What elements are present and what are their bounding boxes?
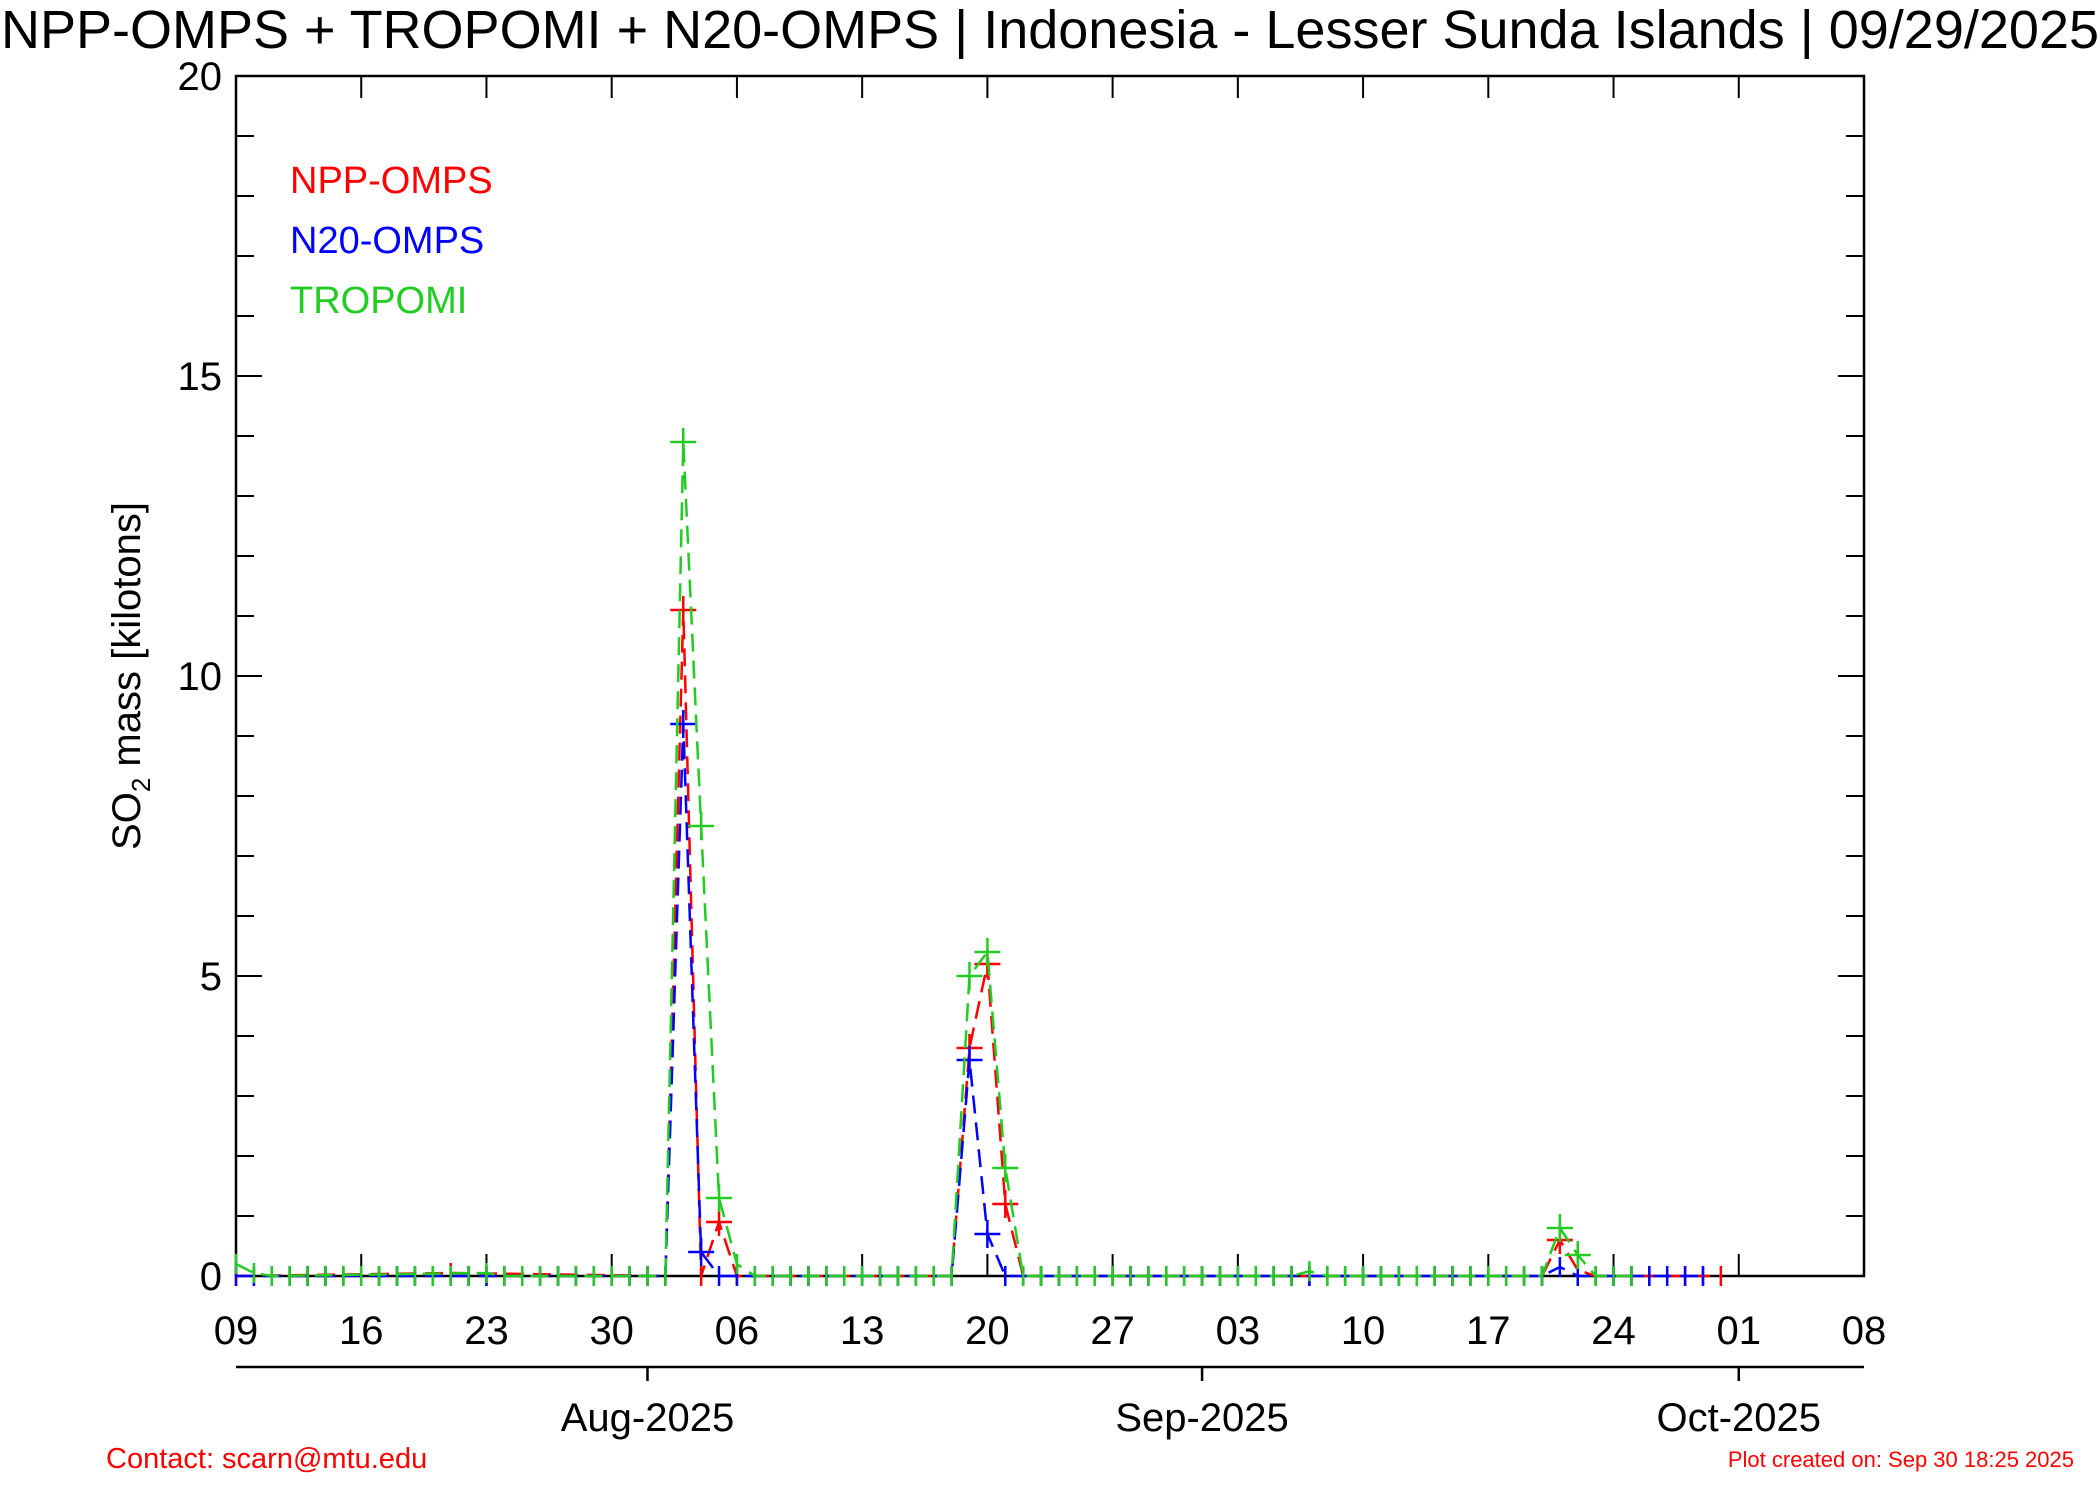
x-tick-label: 23 (464, 1309, 509, 1353)
x-tick-label: 01 (1717, 1309, 1762, 1353)
series-line (236, 723, 1703, 1278)
legend-item-npp-omps: NPP-OMPS (290, 160, 493, 202)
x-tick-label: 08 (1842, 1309, 1887, 1353)
plot-created-text: Plot created on: Sep 30 18:25 2025 (1727, 1447, 2074, 1472)
month-label: Aug-2025 (561, 1396, 734, 1440)
series-n20-omps (234, 710, 1705, 1286)
legend-item-n20-omps: N20-OMPS (290, 220, 484, 262)
x-tick-label: 09 (214, 1309, 259, 1353)
x-tick-label: 20 (965, 1309, 1010, 1353)
y-tick-label: 10 (178, 655, 223, 699)
month-labels: Aug-2025 Sep-2025 Oct-2025 (561, 1396, 1821, 1440)
x-tick-label: 17 (1466, 1309, 1511, 1353)
legend-item-tropomi: TROPOMI (290, 280, 467, 322)
x-tick-label: 10 (1341, 1309, 1386, 1353)
series-line (235, 609, 1721, 1278)
month-label: Oct-2025 (1657, 1396, 1822, 1440)
series-tropomi (234, 428, 1633, 1286)
y-tick-label: 20 (178, 55, 223, 99)
ylabel-subscript: 2 (126, 778, 156, 792)
ylabel-prefix: SO (105, 792, 149, 850)
y-axis-ticks (236, 75, 1864, 1277)
series-layer (234, 428, 1723, 1286)
x-tick-label: 03 (1216, 1309, 1261, 1353)
x-tick-label: 16 (339, 1309, 384, 1353)
x-tick-label: 13 (840, 1309, 885, 1353)
y-tick-label: 15 (178, 355, 223, 399)
x-tick-label: 24 (1591, 1309, 1636, 1353)
y-axis-tick-labels: 0 5 10 15 20 (178, 55, 223, 1299)
x-tick-label: 27 (1090, 1309, 1135, 1353)
y-tick-label: 5 (200, 955, 222, 999)
contact-text: Contact: scarn@mtu.edu (106, 1443, 428, 1475)
legend: NPP-OMPS N20-OMPS TROPOMI (290, 160, 493, 322)
x-axis-tick-labels: 09 16 23 30 06 13 20 27 03 10 17 24 01 08 (214, 1309, 1887, 1353)
x-tick-label: 30 (589, 1309, 634, 1353)
month-label: Sep-2025 (1115, 1396, 1288, 1440)
ylabel-suffix: mass [kilotons] (105, 502, 149, 778)
y-tick-label: 0 (200, 1255, 222, 1299)
series-line (235, 441, 1632, 1278)
x-tick-label: 06 (715, 1309, 760, 1353)
series-npp-omps (234, 596, 1723, 1286)
chart-title: NPP-OMPS + TROPOMI + N20-OMPS | Indonesi… (1, 0, 2099, 60)
y-axis-label: SO2 mass [kilotons] (105, 502, 156, 850)
month-ticks (646, 1367, 1741, 1381)
